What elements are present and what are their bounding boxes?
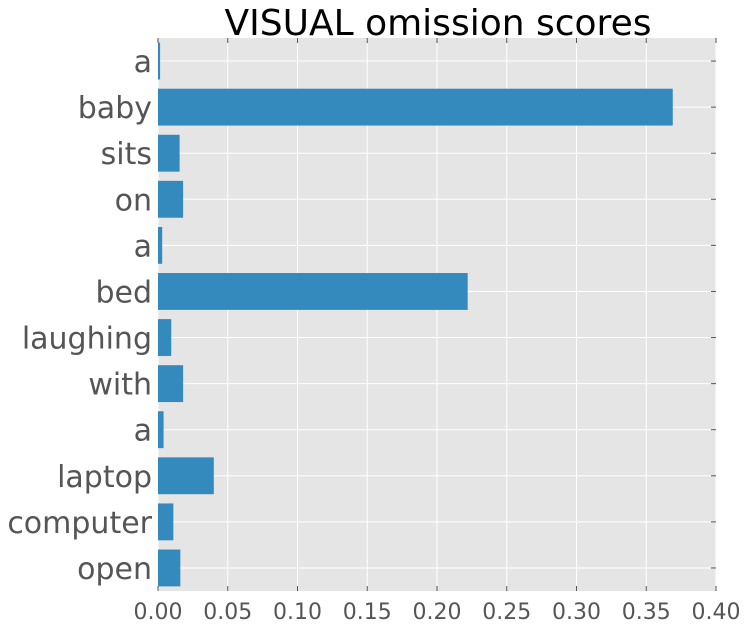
bar-computer (158, 503, 174, 541)
bar-a (158, 42, 161, 80)
bar-bed (158, 273, 468, 310)
bar-on (158, 180, 184, 218)
x-axis-labels: 0.00 0.05 0.10 0.15 0.20 0.25 0.30 0.35 0.40 (134, 600, 741, 625)
y-tick-label: with (88, 368, 152, 403)
x-tick-label: 0.20 (413, 600, 462, 625)
chart-title: VISUAL omission scores (225, 3, 652, 44)
x-tick-label: 0.05 (203, 600, 252, 625)
x-tick-label: 0.35 (622, 600, 671, 625)
x-tick-label: 0.25 (482, 600, 531, 625)
y-tick-label: on (115, 183, 152, 218)
y-tick-label: a (134, 45, 152, 80)
bar-baby (158, 88, 673, 126)
y-tick-label: a (134, 229, 152, 264)
x-tick-label: 0.10 (273, 600, 322, 625)
bar-with (158, 365, 184, 403)
y-tick-label: open (77, 552, 152, 587)
y-axis-labels: a baby sits on a bed laughing with a laptop comput… (7, 45, 152, 587)
y-tick-label: laughing (22, 322, 152, 357)
y-tick-label: laptop (57, 460, 152, 495)
x-tick-label: 0.30 (552, 600, 601, 625)
x-tick-label: 0.00 (134, 600, 183, 625)
y-tick-label: a (134, 414, 152, 449)
y-tick-label: bed (95, 275, 152, 310)
bar-sits (158, 134, 180, 172)
axis-ticks (157, 38, 717, 591)
bars (158, 42, 673, 587)
x-tick-label: 0.40 (692, 600, 741, 625)
y-tick-label: baby (78, 91, 152, 126)
bar-a (158, 411, 164, 449)
bar-laptop (158, 457, 214, 495)
bar-open (158, 549, 181, 587)
y-tick-label: sits (101, 137, 152, 172)
bar-a (158, 226, 163, 264)
y-tick-label: computer (7, 506, 152, 541)
x-tick-label: 0.15 (343, 600, 392, 625)
bar-laughing (158, 319, 172, 356)
